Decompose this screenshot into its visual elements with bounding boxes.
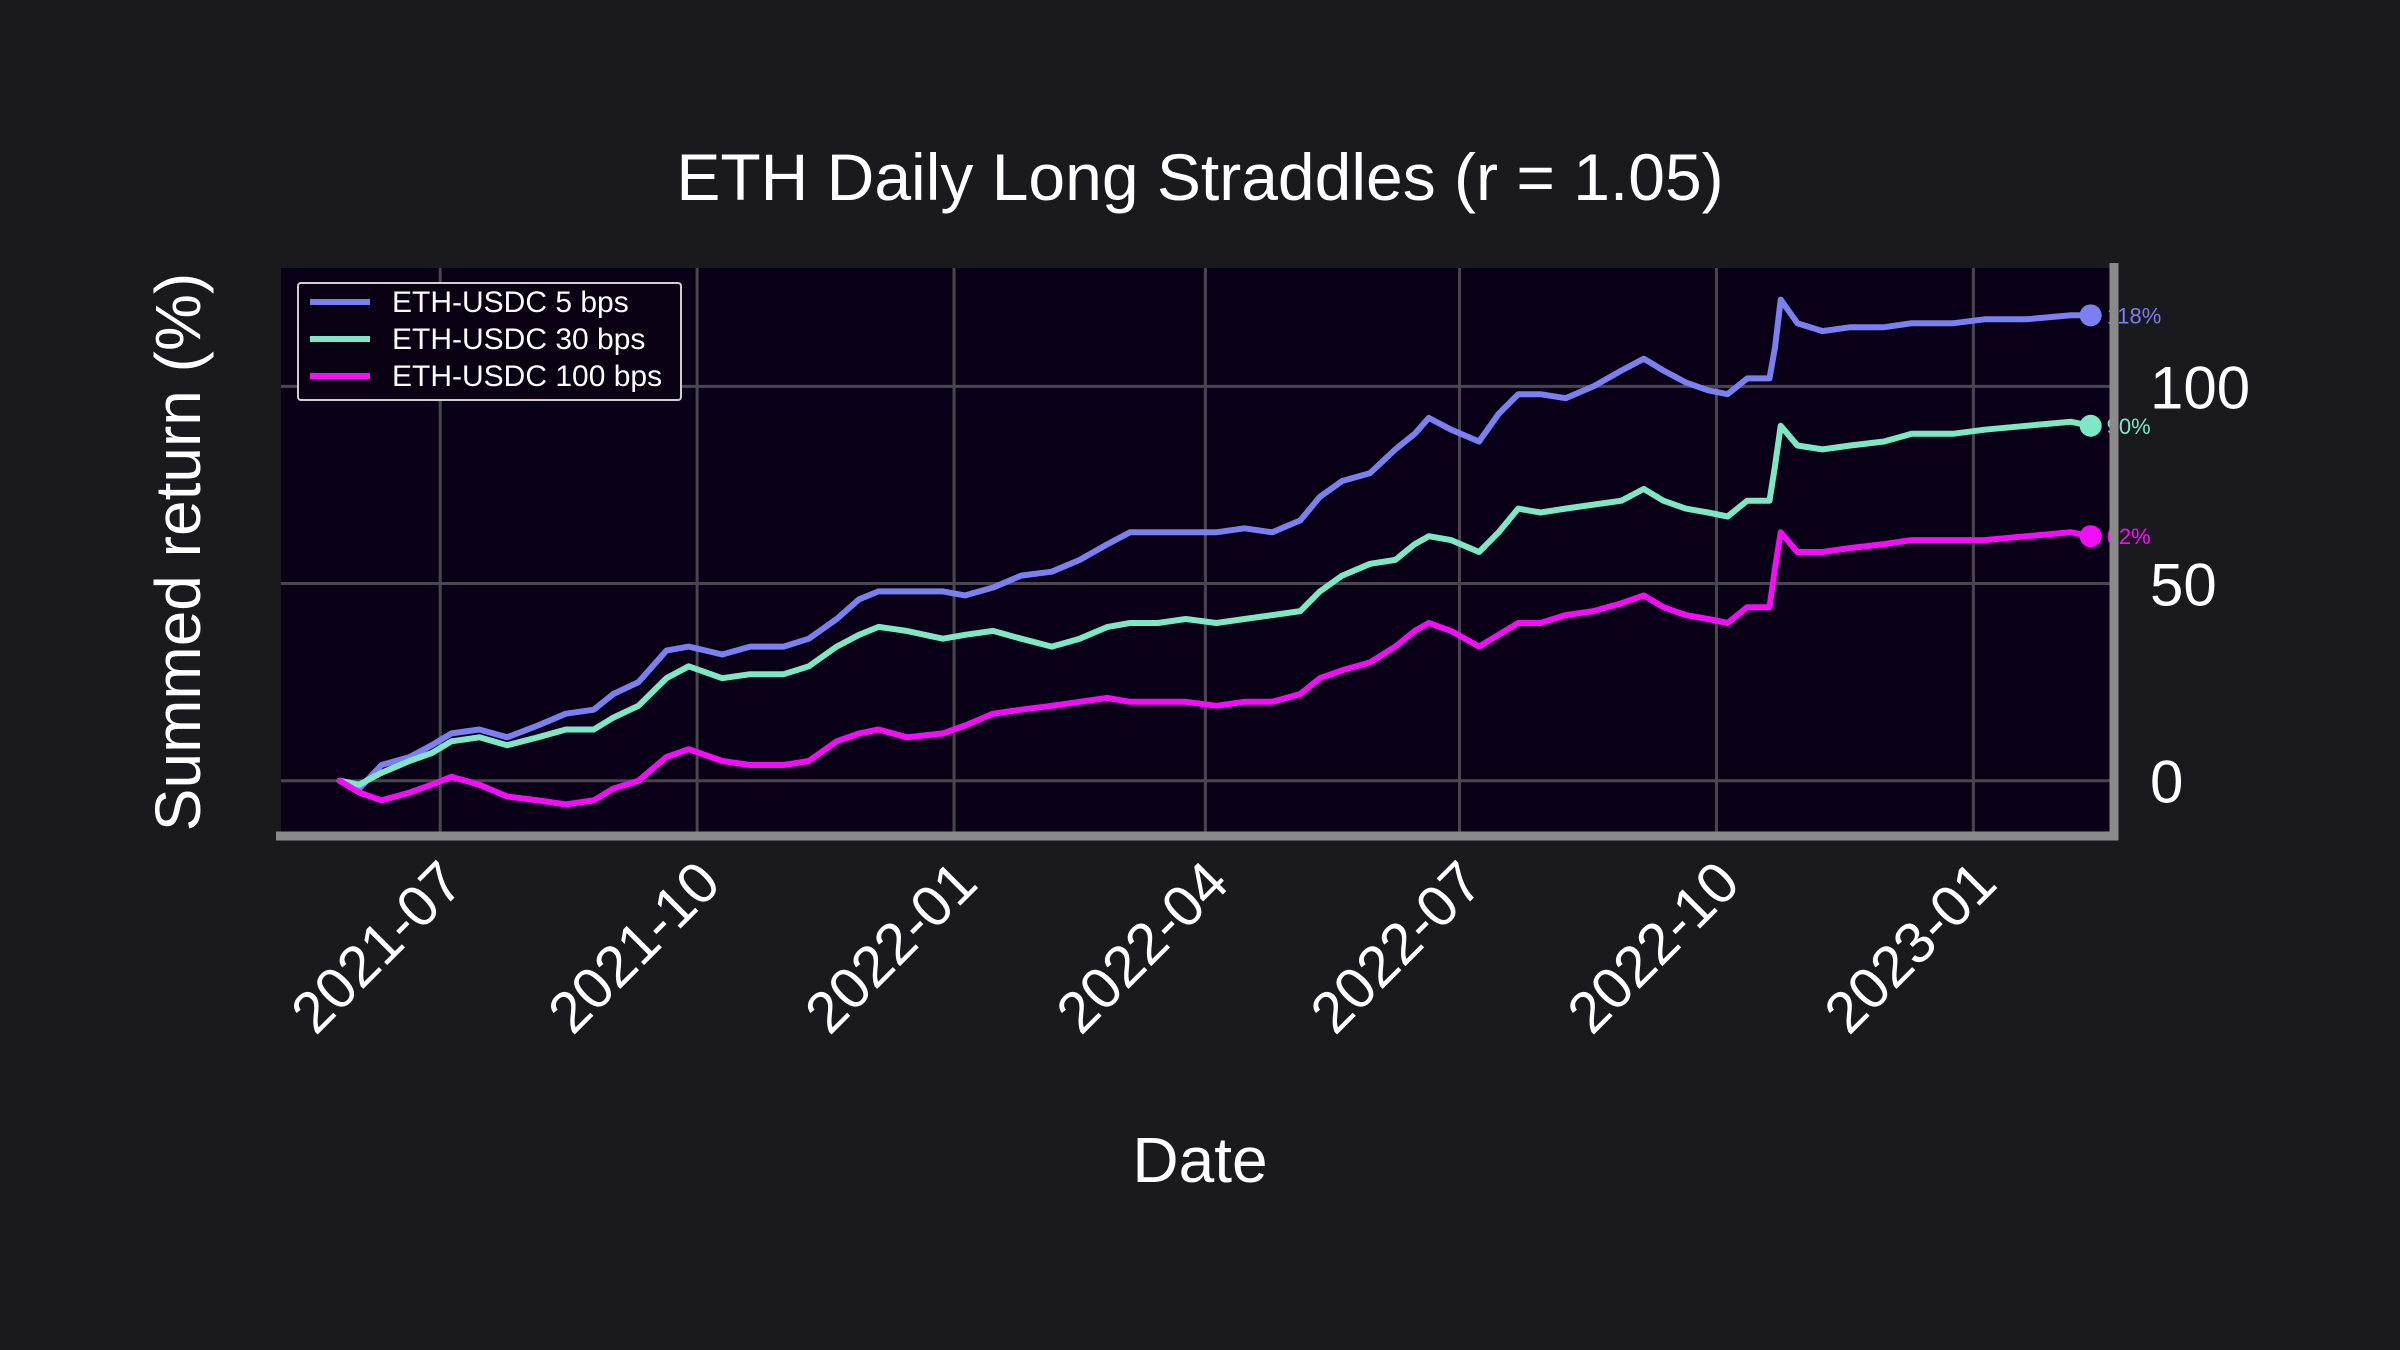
series-line xyxy=(336,418,2094,788)
grid-lines xyxy=(281,268,2113,832)
series-end-point xyxy=(2079,414,2102,437)
legend-box xyxy=(297,282,682,401)
series-line xyxy=(336,296,2094,792)
legend-label: ETH-USDC 100 bps xyxy=(392,360,662,393)
series-end-point xyxy=(2079,525,2102,548)
legend-label: ETH-USDC 5 bps xyxy=(392,286,629,319)
y-axis-label: Summed return (%) xyxy=(142,273,214,831)
y-tick-label: 100 xyxy=(2150,354,2250,421)
series-line xyxy=(336,529,2094,808)
x-axis-label: Date xyxy=(1132,1124,1267,1196)
chart-title: ETH Daily Long Straddles (r = 1.05) xyxy=(676,140,1723,214)
y-tick-label: 0 xyxy=(2150,749,2183,816)
y-tick-label: 50 xyxy=(2150,552,2217,619)
legend-label: ETH-USDC 30 bps xyxy=(392,323,645,356)
series-lines xyxy=(336,296,2094,808)
series-end-point xyxy=(2079,304,2102,327)
legend: ETH-USDC 5 bps ETH-USDC 30 bps ETH-USDC 10… xyxy=(297,282,682,401)
y-tick-labels: 0 50 100 xyxy=(2150,354,2250,815)
